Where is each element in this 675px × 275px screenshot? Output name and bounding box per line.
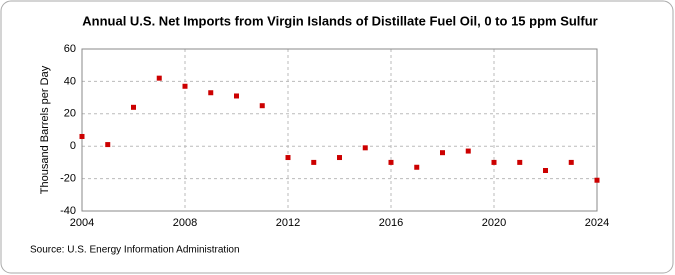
point (259, 103, 265, 109)
x-tick-label: 2004 (70, 217, 94, 229)
chart-title: Annual U.S. Net Imports from Virgin Isla… (82, 13, 598, 28)
y-tick-label: 20 (64, 108, 76, 120)
point (594, 177, 600, 183)
point (79, 133, 85, 139)
y-axis-label: Thousand Barrels per Day (39, 65, 51, 194)
point (105, 142, 111, 148)
point (156, 75, 162, 81)
y-tick-label: 60 (64, 43, 76, 55)
point (568, 159, 574, 165)
x-tick-label: 2016 (379, 217, 403, 229)
point (491, 159, 497, 165)
point (311, 159, 317, 165)
point (131, 104, 136, 110)
point (285, 155, 291, 161)
source: Source: U.S. Energy Information Administ… (30, 245, 240, 256)
y-tick-label: -20 (60, 173, 76, 185)
point (337, 155, 342, 161)
point (208, 90, 214, 96)
point (517, 159, 523, 165)
y-tick-label: -40 (60, 205, 76, 217)
point (234, 93, 239, 99)
point (414, 164, 420, 170)
x-tick-label: 2008 (173, 217, 197, 229)
point (362, 145, 368, 151)
x-tick-label: 2024 (585, 217, 609, 229)
x-tick-label: 2012 (276, 217, 300, 229)
y-tick-label: 40 (64, 75, 76, 87)
point (182, 83, 188, 89)
point (465, 148, 471, 154)
y-tick-label: 0 (70, 140, 76, 152)
point (543, 168, 548, 173)
x-tick-label: 2020 (482, 217, 506, 229)
point (440, 150, 445, 156)
plot-area (81, 48, 598, 212)
point (388, 159, 394, 165)
